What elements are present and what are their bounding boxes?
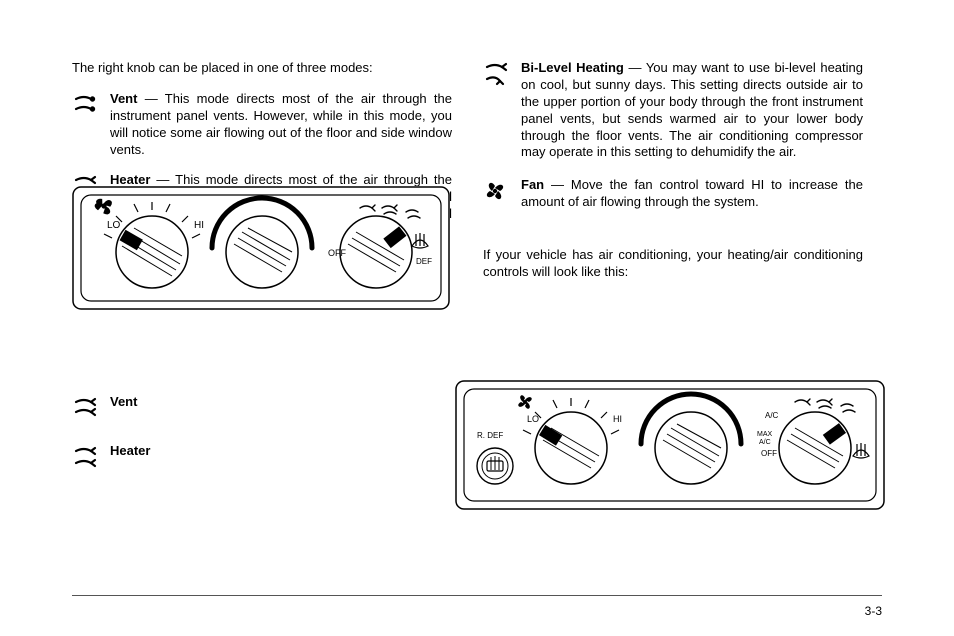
svg-text:DEF: DEF [416, 257, 432, 266]
fan-row: Fan — Move the fan control toward HI to … [483, 177, 863, 211]
heater2-row: Heater [72, 443, 452, 472]
svg-text:A/C: A/C [759, 439, 771, 446]
page-number: 3-3 [865, 604, 882, 618]
vent-text: Vent — This mode directs most of the air… [110, 91, 452, 159]
svg-text:LO: LO [527, 414, 539, 424]
svg-text:HI: HI [613, 414, 622, 424]
fan-icon [483, 179, 511, 206]
svg-text:OFF: OFF [761, 449, 777, 458]
hvac-panel-1: LO HI [72, 186, 450, 310]
left-p1: The right knob can be placed in one of t… [72, 60, 452, 77]
page: The right knob can be placed in one of t… [0, 0, 954, 636]
left-lower: Vent Heater [72, 394, 452, 472]
bilevel-row: Bi-Level Heating — You may want to use b… [483, 60, 863, 161]
right-column: Bi-Level Heating — You may want to use b… [483, 60, 863, 289]
svg-text:R. DEF: R. DEF [477, 431, 503, 440]
vent-row: Vent — This mode directs most of the air… [72, 91, 452, 159]
vent-icon [72, 93, 100, 118]
vent2-icon [72, 396, 100, 421]
fan-text: Fan — Move the fan control toward HI to … [521, 177, 863, 211]
footer-rule [72, 595, 882, 596]
svg-text:MAX: MAX [757, 431, 773, 438]
panel1-hi: HI [194, 220, 204, 231]
vent2-row: Vent [72, 394, 452, 421]
svg-text:OFF: OFF [328, 248, 346, 258]
bilevel-text: Bi-Level Heating — You may want to use b… [521, 60, 863, 161]
right-p-air: If your vehicle has air conditioning, yo… [483, 247, 863, 281]
bilevel-icon [483, 62, 511, 89]
heater2-text: Heater [110, 443, 452, 460]
svg-text:A/C: A/C [765, 411, 779, 420]
heater2-icon [72, 445, 100, 472]
vent2-text: Vent [110, 394, 452, 411]
panel1-lo: LO [107, 220, 121, 231]
hvac-panel-2: R. DEF [455, 380, 885, 510]
